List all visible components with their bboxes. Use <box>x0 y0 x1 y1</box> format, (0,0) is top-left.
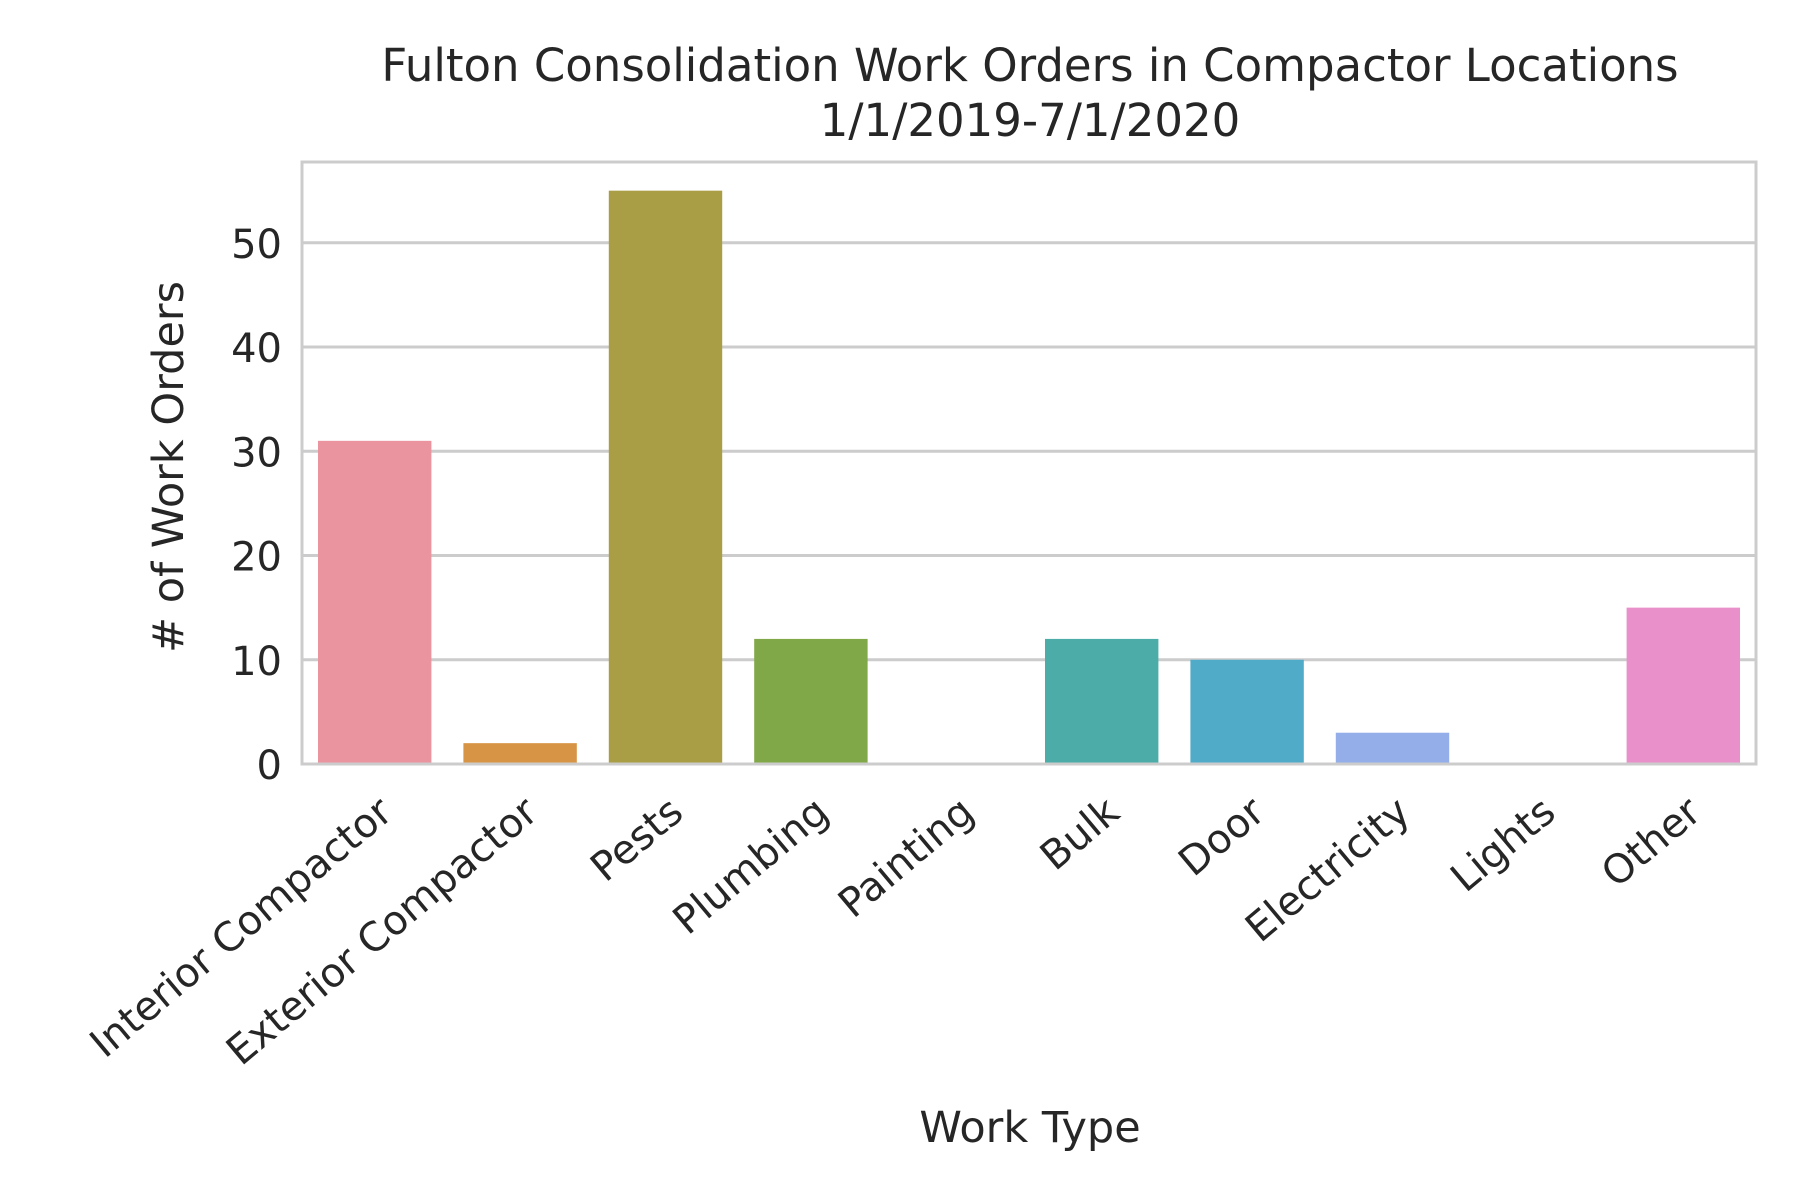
bar-exterior-compactor <box>463 743 577 764</box>
x-tick-label: Pests <box>582 788 692 891</box>
chart-subtitle: 1/1/2019-7/1/2020 <box>820 94 1240 147</box>
y-tick-label: 50 <box>231 222 282 268</box>
x-tick-label: Bulk <box>1032 788 1129 880</box>
bar-other <box>1626 607 1741 764</box>
gridlines <box>302 241 1756 662</box>
y-axis-label: # of Work Orders <box>144 281 194 653</box>
bar-electricity <box>1335 732 1450 764</box>
x-tick-label: Plumbing <box>665 788 838 943</box>
x-tick-label: Lights <box>1442 788 1564 901</box>
plot-frame <box>300 160 1758 766</box>
x-tick-label: Painting <box>830 788 983 927</box>
chart-title: Fulton Consolidation Work Orders in Comp… <box>381 39 1678 92</box>
y-tick-labels: 0 10 20 30 40 50 <box>231 222 282 789</box>
bar-bulk <box>1044 638 1159 764</box>
y-tick-label: 0 <box>257 743 282 789</box>
y-tick-label: 20 <box>231 535 282 581</box>
y-tick-label: 30 <box>231 430 282 476</box>
bars <box>317 190 1741 764</box>
x-tick-label: Door <box>1170 788 1274 885</box>
bar-interior-compactor <box>317 440 432 764</box>
x-tick-label: Other <box>1593 788 1710 897</box>
bar-door <box>1190 659 1304 764</box>
y-tick-label: 40 <box>231 326 282 372</box>
bar-pests <box>608 190 723 764</box>
x-axis-label: Work Type <box>919 1103 1140 1153</box>
y-tick-label: 10 <box>231 639 282 685</box>
bar-plumbing <box>754 638 868 764</box>
